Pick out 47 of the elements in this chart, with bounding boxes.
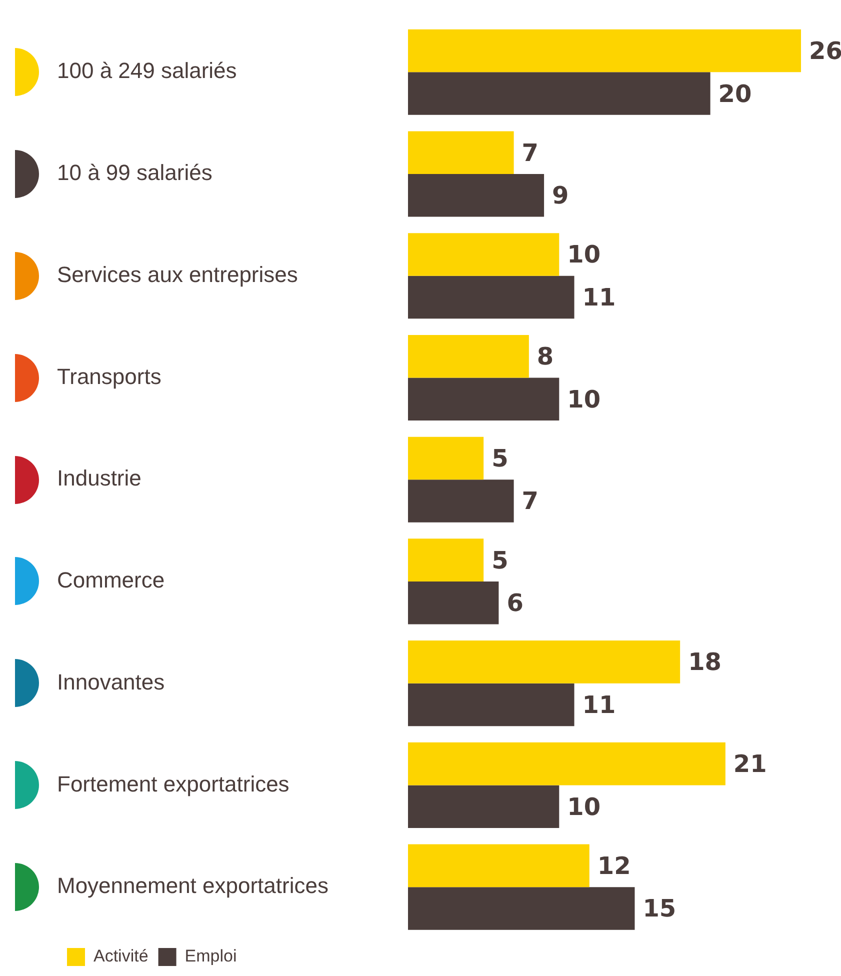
y-tick-label: Fortement exportatrices	[57, 771, 290, 796]
data-label: 18	[688, 648, 722, 676]
data-label: 5	[492, 444, 508, 472]
bar	[408, 480, 514, 522]
y-tick-label: Commerce	[57, 568, 165, 593]
bar	[408, 334, 529, 378]
y-tick-label: 100 à 249 salariés	[57, 58, 237, 84]
data-label: 10	[567, 240, 601, 269]
y-tick-label: Moyennement exportatrices	[57, 873, 328, 898]
data-label: 7	[522, 487, 539, 516]
data-label: 11	[582, 283, 616, 312]
data-label: 6	[506, 589, 524, 618]
y-tick-label: Services aux entreprises	[57, 262, 298, 287]
data-label: 15	[642, 894, 676, 923]
bar	[408, 131, 514, 174]
bar	[408, 233, 560, 276]
bar	[408, 887, 635, 930]
bar	[408, 742, 726, 786]
data-label: 9	[552, 182, 569, 210]
legend-label: Emploi	[184, 946, 237, 966]
y-tick-label: Transports	[57, 364, 162, 389]
data-label: 20	[718, 80, 752, 108]
bar	[408, 72, 710, 115]
data-label: 8	[536, 342, 554, 371]
bar	[408, 683, 574, 726]
y-tick-label: Industrie	[57, 466, 142, 491]
data-label: 21	[733, 750, 767, 778]
data-label: 26	[809, 36, 841, 65]
bar	[408, 174, 544, 217]
legend-label: Activité	[94, 946, 148, 966]
bar	[408, 538, 484, 582]
bar	[408, 276, 574, 319]
bar	[408, 436, 484, 480]
data-label: 10	[567, 385, 601, 414]
data-label: 5	[492, 546, 508, 574]
data-label: 7	[522, 138, 539, 167]
y-tick-label: Innovantes	[57, 669, 165, 694]
bar	[408, 581, 499, 624]
bar	[408, 640, 680, 684]
data-label: 11	[582, 690, 616, 719]
bar	[408, 785, 560, 828]
bar	[408, 844, 590, 888]
bar	[408, 378, 560, 421]
y-tick-label: 10 à 99 salariés	[57, 160, 212, 186]
data-label: 12	[597, 852, 631, 880]
bar	[408, 29, 801, 72]
data-label: 10	[567, 792, 601, 821]
